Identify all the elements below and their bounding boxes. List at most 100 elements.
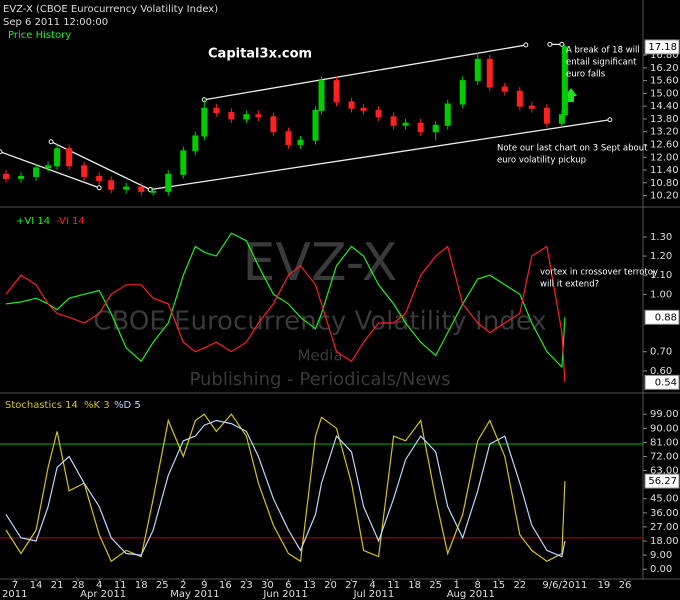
y-tick-label: 10.80 xyxy=(650,178,679,189)
x-tick-label: 30 xyxy=(261,580,274,591)
candle-body xyxy=(474,58,481,82)
candle-body xyxy=(138,186,145,192)
candle-body xyxy=(108,180,115,190)
x-tick-label: 18 xyxy=(135,580,148,591)
x-tick-label: 7 xyxy=(12,580,18,591)
candle-body xyxy=(348,101,355,109)
candle-body xyxy=(96,175,103,182)
x-tick-label: 4 xyxy=(96,580,102,591)
candle-body xyxy=(375,109,382,118)
x-tick-label: 19 xyxy=(598,580,611,591)
candle-body xyxy=(81,165,88,177)
candle-body xyxy=(243,114,250,120)
x-tick-label: 11 xyxy=(114,580,127,591)
last-value-label: 17.18 xyxy=(648,42,677,53)
y-tick-label: 90.00 xyxy=(650,423,679,434)
candle-body xyxy=(297,139,304,145)
annotation: euro falls xyxy=(566,70,606,80)
x-tick-label: 11 xyxy=(387,580,400,591)
candle-body xyxy=(333,80,340,103)
y-tick-label: 13.80 xyxy=(650,114,679,125)
candle-body xyxy=(444,103,451,126)
x-tick-label: 15 xyxy=(492,580,505,591)
month-label: Aug 2011 xyxy=(447,589,495,600)
month-label: Jun 2011 xyxy=(262,589,307,600)
watermark: EVZ-X xyxy=(243,233,398,293)
legend-label: +VI 14 xyxy=(16,216,50,227)
y-tick-label: 27.00 xyxy=(650,522,679,533)
y-tick-label: 0.60 xyxy=(650,366,672,377)
candle-body xyxy=(285,131,292,145)
candle-body xyxy=(402,122,409,126)
x-tick-label: 27 xyxy=(345,580,358,591)
series-line xyxy=(5,413,566,563)
candle-body xyxy=(228,112,235,120)
last-value-box xyxy=(644,39,680,55)
trendline xyxy=(150,119,611,191)
trendline-end xyxy=(0,149,3,155)
trendline-end xyxy=(607,117,613,123)
legend-label: %K 3 xyxy=(84,400,110,411)
chart-subtitle: Sep 6 2011 12:00:00 xyxy=(3,17,108,28)
y-tick-label: 1.10 xyxy=(650,270,672,281)
candle-body xyxy=(33,167,40,177)
y-tick-label: 99.00 xyxy=(650,409,679,420)
candle-body xyxy=(459,80,466,105)
series-line xyxy=(5,232,566,369)
annotation: Note our last chart on 3 Sept about xyxy=(497,144,648,154)
y-tick-label: 13.20 xyxy=(650,127,679,138)
y-tick-label: 1.30 xyxy=(650,232,672,243)
annotation: entail significant xyxy=(566,58,637,68)
candle-body xyxy=(501,86,508,92)
candle-body xyxy=(516,90,523,107)
arrow-icon xyxy=(565,88,577,102)
x-tick-label: 14 xyxy=(30,580,43,591)
y-tick-label: 72.00 xyxy=(650,451,679,462)
y-tick-label: 11.40 xyxy=(650,165,679,176)
y-tick-label: 12.00 xyxy=(650,152,679,163)
x-tick-label: 4 xyxy=(369,580,375,591)
candle-body xyxy=(45,165,52,169)
last-value-label: 56.27 xyxy=(648,476,677,487)
x-tick-label: 20 xyxy=(324,580,337,591)
candle-body xyxy=(561,46,568,116)
x-tick-label: 1 xyxy=(454,580,460,591)
candle-body xyxy=(18,175,25,180)
candle-body xyxy=(165,173,172,192)
x-tick-label: 9 xyxy=(201,580,207,591)
candle-body xyxy=(54,148,61,167)
series-line xyxy=(5,419,566,558)
y-tick-label: 10.20 xyxy=(650,191,679,202)
last-value-box xyxy=(644,374,680,390)
x-tick-label: 21 xyxy=(51,580,64,591)
y-tick-label: 15.60 xyxy=(650,76,679,87)
panel-title: Price History xyxy=(8,30,71,41)
x-tick-label: 6 xyxy=(285,580,291,591)
candle-body xyxy=(255,114,262,118)
y-tick-label: 1.20 xyxy=(650,251,672,262)
month-label: May 2011 xyxy=(170,589,219,600)
y-tick-label: 36.00 xyxy=(650,508,679,519)
candle-body xyxy=(432,124,439,133)
trendline-end xyxy=(48,139,54,145)
candle-body xyxy=(213,107,220,114)
candle-body xyxy=(123,186,130,190)
y-tick-label: 0.70 xyxy=(650,347,672,358)
series-line xyxy=(5,245,566,383)
x-tick-label: 9/6/2011 xyxy=(542,580,587,591)
last-value-label: 0.54 xyxy=(655,377,677,388)
candle-body xyxy=(543,107,550,124)
legend-label: %D 5 xyxy=(114,400,141,411)
candle-body xyxy=(180,150,187,175)
x-tick-label: 16 xyxy=(219,580,232,591)
month-label: 2011 xyxy=(2,589,27,600)
candle-body xyxy=(558,114,565,124)
trendline xyxy=(0,151,100,189)
candle-body xyxy=(486,58,493,88)
annotation: euro volatility pickup xyxy=(497,156,586,166)
x-tick-label: 8 xyxy=(475,580,481,591)
y-tick-label: 15.00 xyxy=(650,88,679,99)
